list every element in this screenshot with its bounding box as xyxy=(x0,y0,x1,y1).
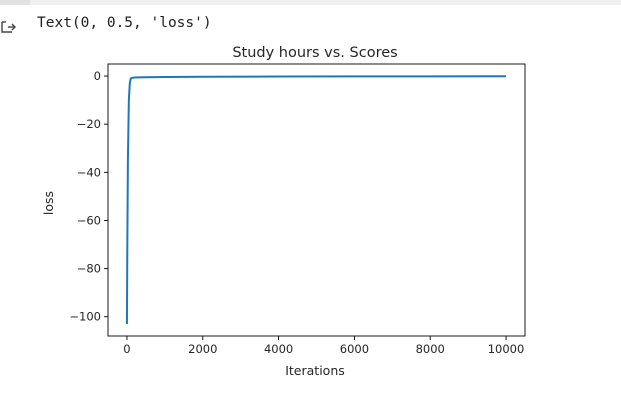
x-axis-label: Iterations xyxy=(285,363,345,378)
x-tick-label: 8000 xyxy=(416,342,445,356)
y-tick-label: −60 xyxy=(77,213,101,227)
x-tick-label: 4000 xyxy=(264,342,293,356)
output-text: Text(0, 0.5, 'loss') xyxy=(37,15,212,31)
x-tick-label: 2000 xyxy=(188,342,217,356)
output-arrow-icon[interactable] xyxy=(0,16,22,36)
chart-title: Study hours vs. Scores xyxy=(232,45,397,61)
y-tick-label: −100 xyxy=(69,310,101,324)
x-tick-label: 6000 xyxy=(340,342,369,356)
top-strip xyxy=(0,0,621,5)
y-tick-label: −20 xyxy=(77,117,101,131)
plot-frame xyxy=(107,63,526,337)
plot-area: 0 2000 4000 6000 8000 10000 0 −20 −40 −60 −80 −100 xyxy=(69,63,526,356)
x-tick-label: 0 xyxy=(123,342,130,356)
y-tick-label: −40 xyxy=(77,165,101,179)
loss-chart: Study hours vs. Scores 0 2000 4000 6000 8000… xyxy=(41,45,526,378)
y-tick-label: −80 xyxy=(77,262,101,276)
y-axis-label: loss xyxy=(41,191,56,215)
y-tick-label: 0 xyxy=(94,69,101,83)
series-line-0 xyxy=(125,75,507,324)
top-strip-tab xyxy=(0,0,30,5)
x-tick-label: 10000 xyxy=(488,342,525,356)
cell-output-area xyxy=(0,5,621,398)
